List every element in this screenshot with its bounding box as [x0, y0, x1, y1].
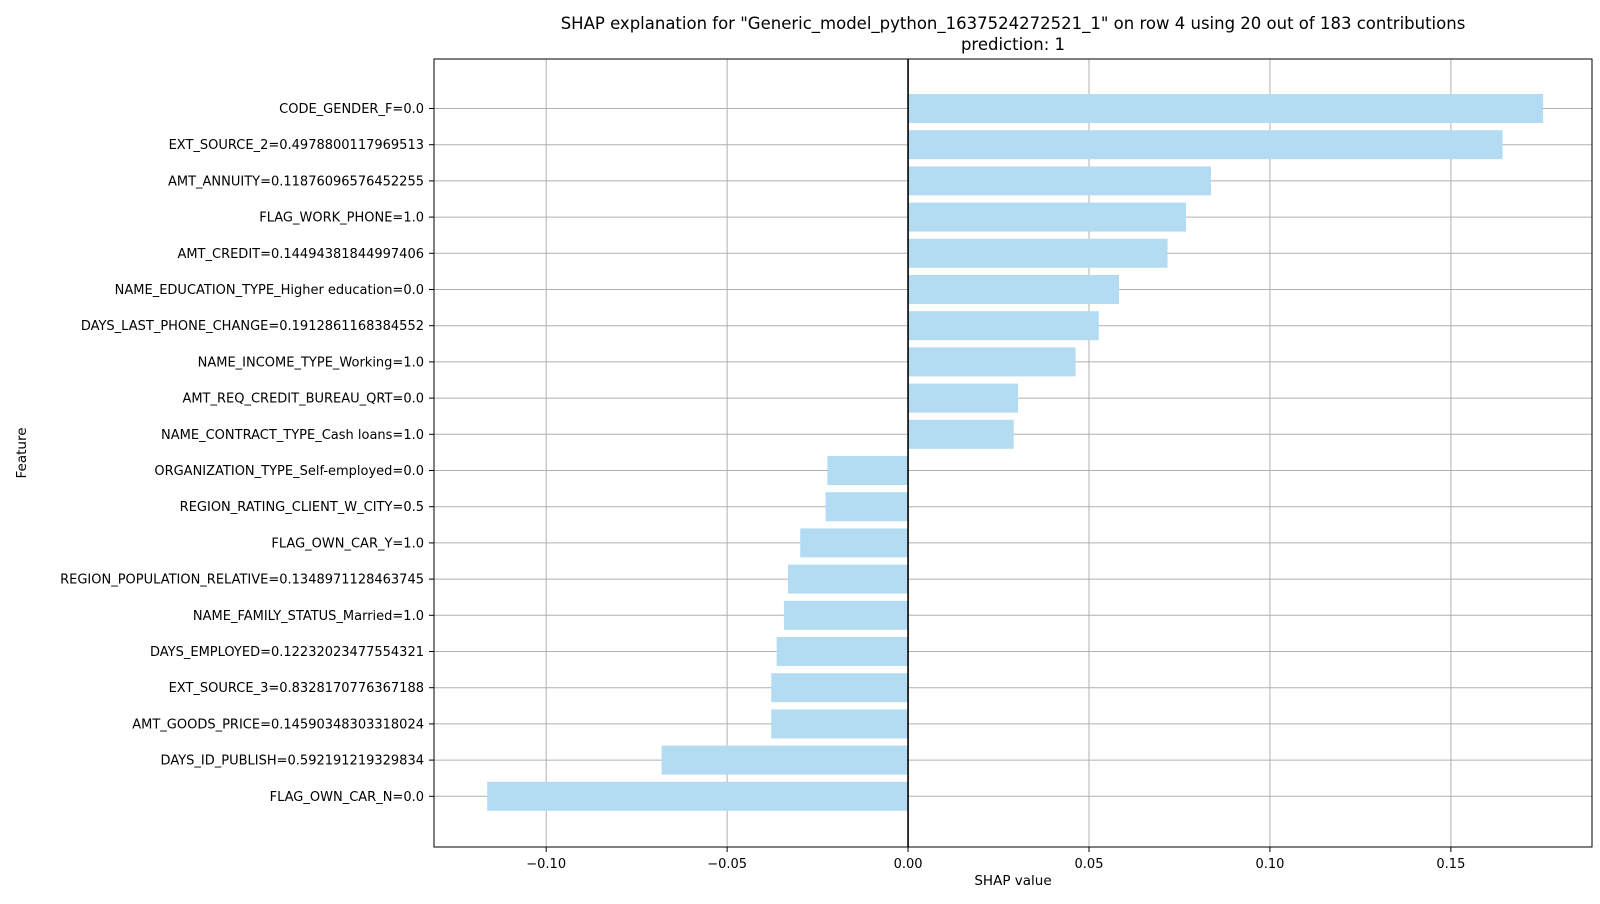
y-tick-label: DAYS_LAST_PHONE_CHANGE=0.191286116838455… — [81, 319, 424, 334]
shap-bar — [825, 492, 909, 522]
shap-bar — [908, 166, 1211, 196]
bar-layer — [487, 94, 1544, 811]
chart-subtitle: prediction: 1 — [961, 35, 1065, 54]
y-tick-label: NAME_CONTRACT_TYPE_Cash loans=1.0 — [161, 428, 424, 443]
x-tick-label: 0.10 — [1255, 857, 1284, 872]
y-tick-label: EXT_SOURCE_2=0.4978800117969513 — [169, 138, 424, 153]
shap-bar — [771, 709, 909, 739]
x-tick-label: 0.05 — [1075, 857, 1104, 872]
shap-bar — [827, 456, 909, 485]
shap-bar — [800, 528, 909, 558]
shap-bar — [908, 130, 1503, 160]
shap-bar — [908, 94, 1544, 123]
shap-bar — [908, 347, 1076, 377]
x-tick-label: 0.15 — [1436, 857, 1465, 872]
y-tick-label: REGION_POPULATION_RELATIVE=0.13489711284… — [60, 573, 424, 588]
y-tick-label: FLAG_OWN_CAR_Y=1.0 — [271, 536, 424, 551]
y-tick-label: NAME_FAMILY_STATUS_Married=1.0 — [193, 609, 424, 624]
y-tick-label: AMT_REQ_CREDIT_BUREAU_QRT=0.0 — [182, 392, 424, 407]
x-tick-label: 0.00 — [894, 857, 923, 872]
y-tick-label: REGION_RATING_CLIENT_W_CITY=0.5 — [180, 500, 424, 515]
shap-bar — [771, 673, 909, 703]
y-axis-label: Feature — [14, 427, 30, 478]
chart-title: SHAP explanation for "Generic_model_pyth… — [561, 14, 1466, 34]
x-tick-label: −0.05 — [707, 857, 747, 872]
y-tick-label: AMT_CREDIT=0.14494381844997406 — [177, 247, 424, 262]
y-tick-label: CODE_GENDER_F=0.0 — [279, 102, 424, 117]
y-tick-label: EXT_SOURCE_3=0.8328170776367188 — [169, 681, 424, 696]
y-tick-label: DAYS_ID_PUBLISH=0.592191219329834 — [161, 754, 424, 769]
y-tick-layer: CODE_GENDER_F=0.0 EXT_SOURCE_2=0.49788001… — [60, 102, 434, 805]
y-tick-label: NAME_INCOME_TYPE_Working=1.0 — [198, 355, 424, 370]
shap-bar — [487, 781, 909, 811]
shap-bar — [787, 564, 909, 594]
shap-bar — [908, 238, 1168, 268]
y-tick-label: AMT_ANNUITY=0.11876096576452255 — [168, 174, 424, 189]
y-tick-label: NAME_EDUCATION_TYPE_Higher education=0.0 — [115, 283, 424, 298]
y-tick-label: DAYS_EMPLOYED=0.12232023477554321 — [150, 645, 424, 660]
y-tick-label: FLAG_WORK_PHONE=1.0 — [259, 211, 424, 226]
shap-bar — [908, 383, 1019, 413]
y-tick-label: FLAG_OWN_CAR_N=0.0 — [270, 790, 424, 805]
x-tick-label: −0.10 — [526, 857, 566, 872]
shap-bar — [783, 600, 909, 630]
shap-bar — [908, 202, 1186, 232]
plot-frame — [433, 58, 1593, 848]
shap-bar — [908, 311, 1099, 341]
y-tick-label: ORGANIZATION_TYPE_Self-employed=0.0 — [154, 464, 424, 479]
x-tick-layer: −0.10 −0.05 0.00 0.05 0.10 0.15 — [526, 847, 1465, 872]
x-axis-label: SHAP value — [974, 873, 1051, 889]
shap-bar — [908, 275, 1120, 304]
shap-bar — [776, 637, 909, 666]
y-tick-label: AMT_GOODS_PRICE=0.14590348303318024 — [132, 717, 424, 732]
shap-bar — [908, 419, 1014, 449]
shap-bar — [661, 745, 909, 775]
